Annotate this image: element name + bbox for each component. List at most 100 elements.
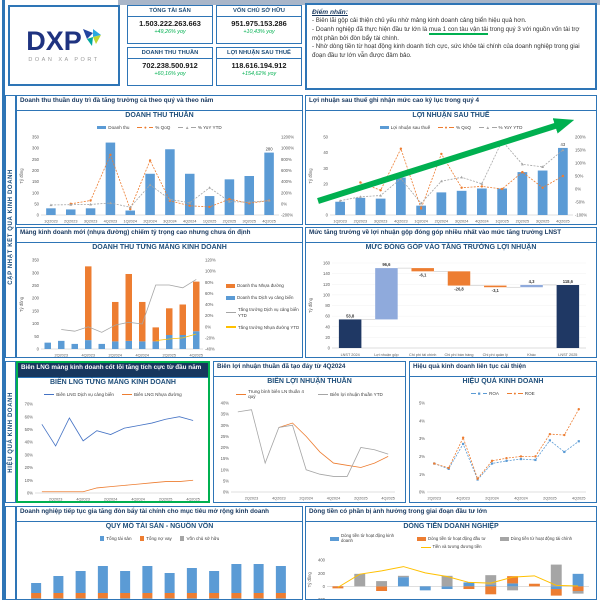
net-revenue-chart: 0 50 100 150 200 250 300 350 -200% 0% 200% 400% 600%… — [19, 135, 294, 224]
svg-text:-3,1: -3,1 — [492, 288, 500, 293]
svg-text:118,6: 118,6 — [563, 279, 574, 284]
svg-text:50: 50 — [34, 334, 39, 339]
chart-title: QUY MÔ TÀI SẢN - NGUỒN VỐN — [105, 523, 214, 530]
svg-text:100: 100 — [32, 190, 40, 195]
svg-text:5%: 5% — [419, 401, 425, 406]
svg-text:2Q2024: 2Q2024 — [435, 220, 449, 224]
metric-net-profit: LỢI NHUẬN SAU THUẾ 118.616.194.912 +154,… — [216, 47, 302, 86]
cash-flow-chart: 400 200 0 -200 Tỷ đồng — [307, 558, 589, 600]
logo-text: DXP — [26, 26, 82, 56]
profit-bridge-waterfall-chart: 0 20 40 60 80 100 120 140 160 Tỷ đồng 53,8 LNST 202… — [308, 261, 586, 357]
svg-text:4Q2025: 4Q2025 — [262, 220, 276, 224]
panel-header: Lợi nhuận sau thuế ghi nhận mức cao kỷ l… — [306, 96, 596, 111]
chart-legend: Doanh thu Nhựa đường Doanh thu Dịch vụ cả… — [224, 255, 302, 357]
svg-text:4Q2024: 4Q2024 — [514, 497, 528, 501]
chart-title: BIÊN LỢI NHUẬN THUẦN — [267, 378, 352, 385]
svg-text:200: 200 — [32, 296, 40, 301]
panel-net-profit: Lợi nhuận sau thuế ghi nhận mức cao kỷ l… — [305, 95, 597, 225]
panel-cash-flow: Dòng tiền có phần bị ảnh hưởng trong gia… — [305, 506, 597, 600]
highlight-bullet-1: - Biên lãi gộp cải thiện chủ yếu nhờ mản… — [312, 17, 527, 25]
metric-label: VỐN CHỦ SỞ HỮU — [217, 6, 301, 17]
svg-text:80%: 80% — [205, 280, 214, 285]
svg-text:3%: 3% — [419, 436, 425, 441]
svg-text:2Q2024: 2Q2024 — [299, 497, 313, 501]
metric-net-revenue: DOANH THU THUẦN 702.238.500.912 +60,16% … — [127, 47, 213, 86]
svg-text:140: 140 — [323, 271, 331, 276]
svg-text:2Q2024: 2Q2024 — [485, 497, 499, 501]
legend-item: Biên LNG Nhựa đường — [121, 392, 182, 397]
svg-text:600%: 600% — [281, 168, 292, 173]
svg-text:2Q2025: 2Q2025 — [354, 497, 368, 501]
svg-text:50%: 50% — [25, 427, 34, 432]
svg-text:60%: 60% — [205, 291, 214, 296]
svg-text:30%: 30% — [221, 423, 230, 428]
svg-text:4Q2023: 4Q2023 — [104, 220, 118, 224]
legend-item: Tiền và tương đương tiền — [420, 544, 481, 550]
chart-legend: Trung bình biên LN thuần 4 quý Biên lợi n… — [214, 389, 405, 399]
svg-text:30: 30 — [323, 166, 328, 171]
svg-text:4Q2024: 4Q2024 — [183, 220, 197, 224]
panel-roa-roe: Hiệu quả kinh doanh liên tục cải thiện H… — [409, 361, 597, 503]
svg-text:4Q2023: 4Q2023 — [81, 354, 95, 358]
svg-text:200: 200 — [318, 571, 326, 576]
panel-profit-bridge: Mức tăng trưởng về lợi nhuận gộp đóng gó… — [305, 227, 597, 358]
panel-header: Biên LNG mảng kinh doanh cốt lõi tăng tí… — [18, 363, 208, 378]
chart-title: HIỆU QUẢ KINH DOANH — [462, 378, 544, 385]
svg-text:120: 120 — [323, 282, 331, 287]
panel-header: Doanh thu thuần duy trì đà tăng trưởng c… — [17, 96, 302, 111]
svg-text:53,8: 53,8 — [346, 313, 355, 318]
svg-text:50: 50 — [323, 135, 328, 140]
svg-text:300: 300 — [32, 146, 40, 151]
svg-text:2Q2025: 2Q2025 — [159, 498, 173, 502]
svg-text:10: 10 — [323, 197, 328, 202]
legend-item: ● ROE — [507, 391, 535, 396]
svg-text:25%: 25% — [221, 434, 230, 439]
svg-text:0: 0 — [328, 346, 331, 351]
legend-item: Tổng nợ vay — [139, 536, 172, 541]
svg-text:0: 0 — [37, 347, 40, 352]
svg-text:1200%: 1200% — [281, 135, 294, 140]
svg-text:-100%: -100% — [575, 213, 587, 218]
logo-pinwheel-icon — [82, 29, 101, 46]
svg-text:2Q2023: 2Q2023 — [49, 498, 63, 502]
svg-text:15%: 15% — [221, 456, 230, 461]
svg-text:4Q2024: 4Q2024 — [327, 497, 341, 501]
svg-text:2Q2025: 2Q2025 — [516, 220, 530, 224]
svg-text:30%: 30% — [25, 452, 34, 457]
svg-text:-6,1: -6,1 — [419, 272, 427, 277]
chart-legend: Biên LNG Dịch vụ cảng biển Biên LNG Nhựa … — [18, 390, 208, 399]
legend-item: ●% QoQ — [137, 125, 170, 130]
svg-text:2Q2023: 2Q2023 — [245, 497, 259, 501]
svg-text:20%: 20% — [205, 313, 214, 318]
legend-item: Tăng trưởng Dịch vụ cảng biển YTD — [226, 307, 300, 318]
kpi-metrics: TỔNG TÀI SẢN 1.503.222.263.663 +49,26% y… — [127, 5, 302, 86]
svg-text:20%: 20% — [221, 445, 230, 450]
green-highlighted-text: mua 1 con tàu vận tải — [428, 25, 489, 35]
svg-text:0%: 0% — [223, 490, 229, 495]
svg-text:2Q2025: 2Q2025 — [543, 497, 557, 501]
svg-text:150: 150 — [32, 308, 40, 313]
roa-roe-chart: 0% 1% 2% 3% 4% 5% 2Q2023 4Q2023 2Q2024 4Q2024 2Q20… — [419, 401, 586, 501]
svg-text:250: 250 — [32, 283, 40, 288]
gross-margin-chart: 0% 10% 20% 30% 40% 50% 60% 70% 2Q2023 4Q2023 2Q202… — [25, 402, 200, 502]
svg-text:3Q2024: 3Q2024 — [455, 220, 469, 224]
svg-text:800%: 800% — [281, 157, 292, 162]
svg-text:1Q2025: 1Q2025 — [203, 220, 217, 224]
svg-text:LNST 2025: LNST 2025 — [558, 353, 577, 357]
net-margin-chart: 0% 5% 10% 15% 20% 25% 30% 35% 40% 2Q2023 4Q2023 2Q2… — [221, 401, 395, 501]
svg-text:-200: -200 — [317, 597, 326, 600]
svg-text:200%: 200% — [575, 135, 586, 140]
svg-text:400%: 400% — [281, 179, 292, 184]
svg-text:4Q2023: 4Q2023 — [272, 497, 286, 501]
svg-text:4Q2025: 4Q2025 — [381, 497, 395, 501]
section-rail-bottom — [5, 506, 16, 600]
svg-text:Tỷ đồng: Tỷ đồng — [308, 168, 313, 184]
chart-title: DÒNG TIỀN DOANH NGHIỆP — [403, 523, 499, 530]
svg-text:Khác: Khác — [527, 353, 536, 357]
svg-text:280: 280 — [266, 147, 274, 152]
svg-text:200%: 200% — [281, 190, 292, 195]
svg-text:1Q2024: 1Q2024 — [123, 220, 137, 224]
section-rail-business-results: CẬP NHẬT KẾT QUẢ KINH DOANH — [5, 95, 16, 358]
svg-text:35%: 35% — [221, 412, 230, 417]
highlight-bullet-3: - Nhờ dòng tiền từ hoạt động kinh doanh … — [312, 43, 580, 59]
